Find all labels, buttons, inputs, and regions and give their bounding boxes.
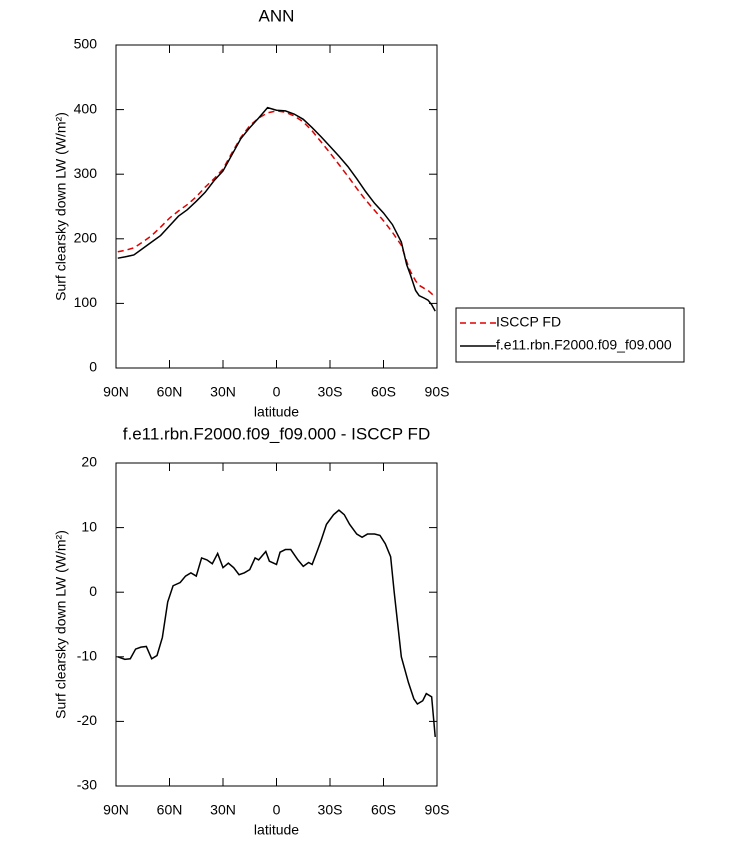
x-axis-label: latitude [254,822,299,838]
data-line [117,110,436,298]
x-tick-label: 90S [425,384,450,400]
legend-label: ISCCP FD [496,314,561,330]
y-tick-label: -20 [77,712,97,728]
y-tick-label: 0 [89,359,97,375]
y-tick-label: 0 [89,583,97,599]
x-axis-label: latitude [254,404,299,420]
data-line [117,106,436,312]
y-tick-label: 300 [74,165,98,181]
y-tick-label: 10 [81,518,97,534]
x-tick-label: 60S [371,802,396,818]
y-tick-label: 200 [74,230,98,246]
y-axis-label: Surf clearsky down LW (W/m²) [53,112,69,301]
x-tick-label: 30S [318,384,343,400]
x-tick-label: 90N [103,802,129,818]
x-tick-label: 90N [103,384,129,400]
y-tick-label: 500 [74,36,98,52]
x-tick-label: 60N [157,802,183,818]
x-tick-label: 90S [425,802,450,818]
chart-title: f.e11.rbn.F2000.f09_f09.000 - ISCCP FD [123,424,430,443]
y-tick-label: 100 [74,294,98,310]
legend-label: f.e11.rbn.F2000.f09_f09.000 [496,337,672,353]
x-tick-label: 0 [273,802,281,818]
x-tick-label: 30S [318,802,343,818]
chart-title: ANN [259,6,295,25]
y-tick-label: -10 [77,648,97,664]
x-tick-label: 30N [210,802,236,818]
x-tick-label: 0 [273,384,281,400]
legend-box [455,307,685,363]
x-tick-label: 60S [371,384,396,400]
y-axis-label: Surf clearsky down LW (W/m²) [53,530,69,719]
y-tick-label: -30 [77,777,97,793]
x-tick-label: 60N [157,384,183,400]
data-line [117,509,436,737]
y-tick-label: 20 [81,454,97,470]
x-tick-label: 30N [210,384,236,400]
y-tick-label: 400 [74,100,98,116]
plot-frame [115,44,438,369]
